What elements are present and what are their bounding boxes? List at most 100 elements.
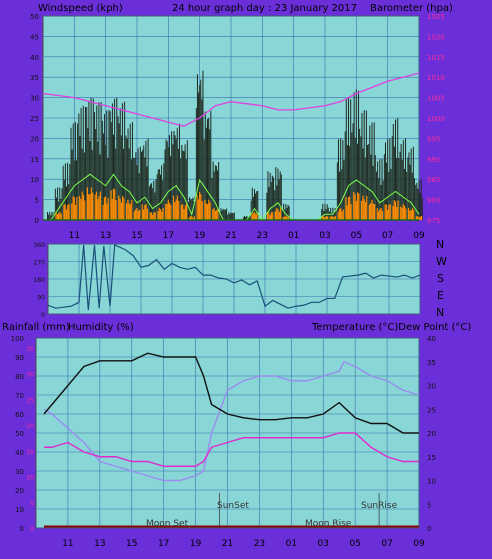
humidity-ytick-label: 100 bbox=[11, 335, 24, 343]
wind-xtick-label: 11 bbox=[69, 231, 80, 241]
temperature-ytick-label: 30 bbox=[427, 383, 436, 391]
rainfall-ytick-label: 5 bbox=[30, 500, 34, 507]
wind-ytick-label: 20 bbox=[30, 135, 39, 143]
wind-xtick-label: 23 bbox=[257, 231, 268, 241]
humidity-ytick-label: 70 bbox=[15, 392, 24, 400]
barometer-ytick-label: 1025 bbox=[427, 13, 445, 21]
barometer-ytick-label: 1000 bbox=[427, 115, 445, 123]
humidity-xtick-label: 19 bbox=[190, 539, 202, 549]
wind-ytick-label: 10 bbox=[30, 176, 39, 184]
temperature-ytick-label: 15 bbox=[427, 454, 436, 462]
humidity-ytick-label: 50 bbox=[15, 430, 24, 438]
barometer-line bbox=[42, 72, 420, 127]
humidity-xtick-label: 23 bbox=[254, 539, 265, 549]
direction-ytick-label: 0 bbox=[41, 312, 45, 319]
temperature-ytick-label: 10 bbox=[427, 478, 436, 486]
ticks-layer: 0510152025303540455097598098599099510001… bbox=[11, 13, 445, 549]
humidity-ytick-label: 80 bbox=[15, 373, 24, 381]
direction-label-n-top: N bbox=[436, 238, 444, 251]
humidity-ytick-label: 60 bbox=[15, 411, 24, 419]
wind-ytick-label: 35 bbox=[30, 74, 39, 82]
humidity-ytick-label: 90 bbox=[15, 354, 24, 362]
wind-xtick-label: 01 bbox=[288, 231, 299, 241]
barometer-ytick-label: 1005 bbox=[427, 95, 445, 103]
temperature-ytick-label: 20 bbox=[427, 430, 436, 438]
rainfall-ytick-label: 35 bbox=[26, 346, 34, 353]
humidity-xtick-label: 15 bbox=[126, 539, 137, 549]
temperature-ytick-label: 0 bbox=[427, 525, 431, 533]
direction-ytick-label: 270 bbox=[34, 260, 46, 267]
wind-xtick-label: 17 bbox=[163, 231, 174, 241]
humidity-ytick-label: 30 bbox=[15, 468, 24, 476]
windspeed-axis-title: Windspeed (kph) bbox=[38, 3, 123, 14]
direction-label-w: W bbox=[436, 255, 447, 268]
barometer-ytick-label: 1015 bbox=[427, 54, 445, 62]
rainfall-ytick-label: 0 bbox=[30, 526, 34, 533]
humidity-xtick-label: 07 bbox=[381, 539, 392, 549]
rainfall-ytick-label: 30 bbox=[26, 372, 34, 379]
wind-xtick-label: 19 bbox=[194, 231, 206, 241]
wind-ytick-label: 5 bbox=[35, 197, 39, 205]
humidity-ytick-label: 20 bbox=[15, 487, 24, 495]
wind-ytick-label: 40 bbox=[30, 54, 39, 62]
series-layer bbox=[42, 70, 423, 528]
moonset-annotation: Moon Set bbox=[146, 519, 189, 529]
temperature-ytick-label: 40 bbox=[427, 335, 436, 343]
temperature-ytick-label: 25 bbox=[427, 406, 436, 414]
humidity-xtick-label: 11 bbox=[62, 539, 73, 549]
humidity-ytick-label: 40 bbox=[15, 449, 24, 457]
wind-ytick-label: 45 bbox=[30, 33, 39, 41]
humidity-ytick-label: 10 bbox=[15, 506, 24, 514]
wind-xtick-label: 09 bbox=[413, 231, 425, 241]
barometer-axis-title: Barometer (hpa) bbox=[370, 3, 453, 14]
temperature-ytick-label: 5 bbox=[427, 501, 431, 509]
rainfall-ytick-label: 10 bbox=[26, 475, 34, 482]
direction-ytick-label: 360 bbox=[34, 242, 46, 249]
wind-ytick-label: 30 bbox=[30, 95, 39, 103]
direction-label-s: S bbox=[437, 272, 444, 285]
barometer-ytick-label: 990 bbox=[427, 156, 440, 164]
temperature-line bbox=[43, 360, 420, 482]
humidity-xtick-label: 05 bbox=[349, 539, 360, 549]
sunset-annotation: SunSet bbox=[217, 501, 249, 511]
direction-label-n-bottom: N bbox=[436, 306, 444, 319]
moonrise-annotation: Moon Rise bbox=[305, 519, 352, 529]
temperature-dewpoint-axis-title: Temperature (°C)Dew Point (°C) bbox=[311, 322, 471, 333]
humidity-line bbox=[43, 352, 419, 434]
dewpoint-line bbox=[43, 432, 419, 467]
wind-xtick-label: 05 bbox=[351, 231, 362, 241]
humidity-xtick-label: 17 bbox=[158, 539, 169, 549]
barometer-ytick-label: 975 bbox=[427, 217, 440, 225]
humidity-xtick-label: 13 bbox=[94, 539, 105, 549]
wind-ytick-label: 50 bbox=[30, 13, 39, 21]
direction-ytick-label: 90 bbox=[37, 295, 45, 302]
rainfall-ytick-label: 20 bbox=[26, 423, 34, 430]
humidity-xtick-label: 03 bbox=[318, 539, 329, 549]
chart-title: 24 hour graph day : 23 January 2017 bbox=[172, 3, 357, 14]
rainfall-axis-title: Rainfall (mm) bbox=[2, 322, 70, 333]
barometer-ytick-label: 1010 bbox=[427, 74, 445, 82]
humidity-axis-title: Humidity (%) bbox=[68, 322, 134, 333]
wind-direction-line bbox=[47, 244, 421, 311]
barometer-ytick-label: 980 bbox=[427, 197, 440, 205]
wind-ytick-label: 0 bbox=[35, 217, 39, 225]
direction-label-e: E bbox=[437, 289, 444, 302]
humidity-xtick-label: 09 bbox=[413, 539, 425, 549]
humidity-xtick-label: 01 bbox=[286, 539, 297, 549]
wind-ytick-label: 15 bbox=[30, 156, 39, 164]
wind-xtick-label: 03 bbox=[319, 231, 330, 241]
humidity-ytick-label: 0 bbox=[20, 525, 24, 533]
wind-xtick-label: 21 bbox=[225, 231, 236, 241]
wind-xtick-label: 15 bbox=[131, 231, 142, 241]
rainfall-ytick-label: 25 bbox=[26, 397, 34, 404]
rainfall-ytick-label: 15 bbox=[26, 449, 34, 456]
wind-xtick-label: 13 bbox=[100, 231, 111, 241]
barometer-ytick-label: 1020 bbox=[427, 33, 445, 41]
temperature-ytick-label: 35 bbox=[427, 359, 436, 367]
barometer-ytick-label: 985 bbox=[427, 176, 440, 184]
sunrise-annotation: SunRise bbox=[361, 501, 398, 511]
direction-ytick-label: 180 bbox=[34, 277, 46, 284]
barometer-ytick-label: 995 bbox=[427, 135, 440, 143]
